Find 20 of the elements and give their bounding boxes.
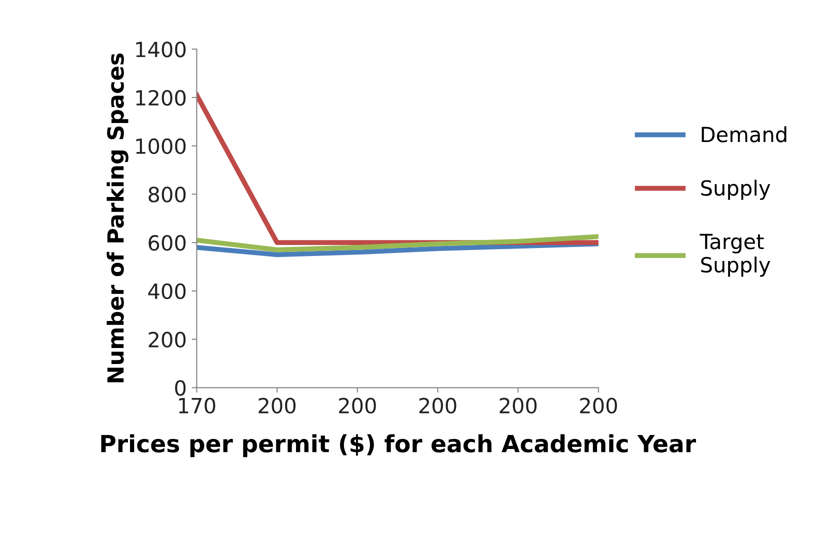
- y-tick-label: 0: [175, 380, 186, 396]
- y-tick-label: 600: [148, 235, 186, 251]
- legend-label: Supply: [701, 180, 770, 200]
- x-tick-label: 170: [179, 398, 216, 414]
- x-tick-label: 200: [580, 398, 617, 414]
- legend-label: Target Supply: [700, 234, 770, 277]
- x-tick-label: 200: [419, 398, 456, 414]
- y-axis-title: Number of Parking Spaces: [106, 54, 128, 382]
- y-tick-label: 1400: [136, 42, 186, 58]
- x-tick-label: 200: [258, 398, 296, 414]
- x-axis-title: Prices per permit ($) for each Academic Year: [101, 434, 696, 458]
- y-tick-label: 200: [148, 332, 186, 348]
- legend-label: Demand: [702, 126, 786, 142]
- x-tick-label: 200: [339, 398, 376, 414]
- y-tick-label: 1000: [136, 138, 186, 154]
- y-tick-label: 1200: [136, 90, 186, 106]
- line-series: [196, 234, 598, 252]
- x-tick-label: 200: [500, 398, 537, 414]
- y-tick-label: 800: [148, 186, 186, 202]
- y-tick-label: 400: [148, 283, 186, 300]
